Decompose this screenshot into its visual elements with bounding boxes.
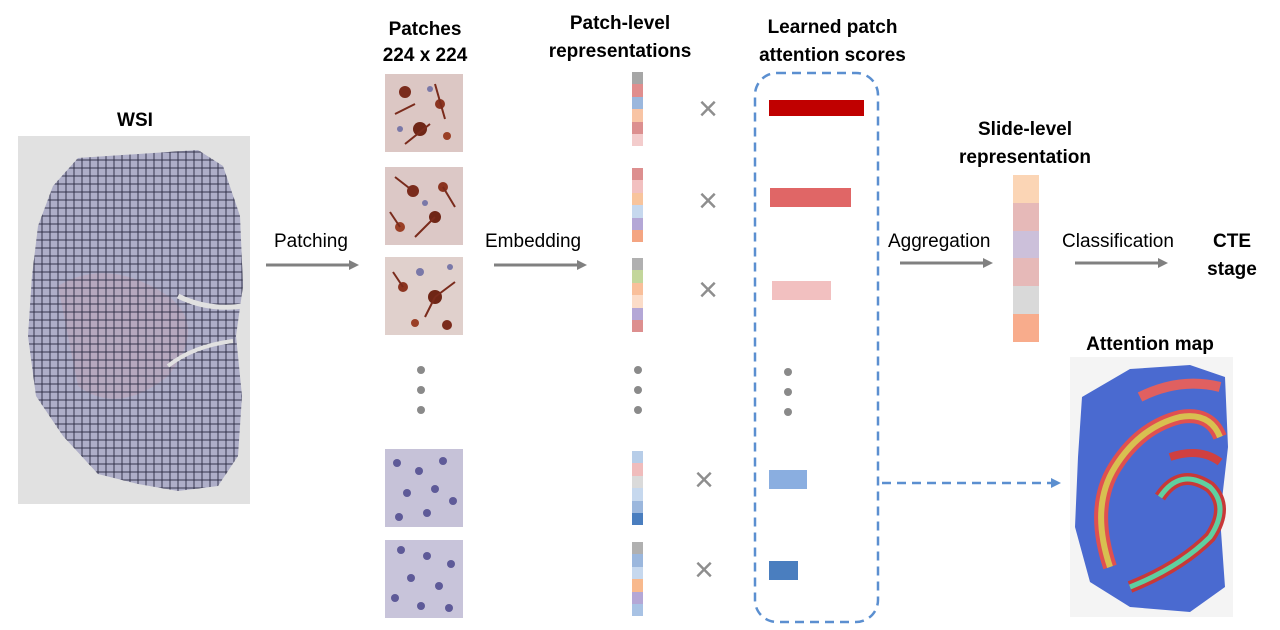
vector-segment [632,579,643,592]
vector-segment [632,488,643,501]
attention-map-image [1070,357,1233,617]
vector-segment [632,319,643,333]
attention-bar-1 [769,100,864,116]
attention-dashed-box [753,71,880,624]
multiply-icon: × [698,271,718,309]
slide-repr-title-line2: representation [959,147,1091,168]
wsi-image [18,136,250,504]
slide-vector-segment [1013,258,1039,287]
vector-segment [632,192,643,206]
attention-bar-4 [769,470,807,489]
multiply-icon: × [698,182,718,220]
slide-repr-title-line1: Slide-level [978,119,1072,140]
vector-segment [632,84,643,97]
patch-vector-1 [632,72,643,147]
vector-segment [632,270,643,283]
attention-ellipsis-dot [784,408,792,416]
vectors-ellipsis-dot [634,386,642,394]
aggregation-label: Aggregation [888,231,991,252]
vector-segment [632,180,643,193]
attention-title-line1: Learned patch [767,17,898,38]
attention-ellipsis-dot [784,368,792,376]
attention-map-title: Attention map [1086,334,1214,355]
wsi-title: WSI [117,110,153,131]
vector-segment [632,133,643,147]
classification-label: Classification [1062,231,1174,252]
vector-segment [632,217,643,230]
vector-segment [632,463,643,476]
vector-segment [632,121,643,134]
attention-bar-2 [770,188,851,207]
vector-segment [632,109,643,122]
vector-segment [632,295,643,308]
slide-vector-segment [1013,313,1039,342]
vector-segment [632,475,643,489]
vector-segment [632,307,643,320]
multiply-icon: × [698,90,718,128]
attention-bar-3 [772,281,831,300]
vector-segment [632,229,643,243]
vector-segment [632,258,643,271]
patching-label: Patching [274,231,348,252]
patch-2 [385,167,463,245]
cte-label-line1: CTE [1213,231,1251,252]
vector-segment [632,603,643,617]
patch-vector-3 [632,258,643,333]
attention-ellipsis-dot [784,388,792,396]
patches-ellipsis-dot [417,406,425,414]
patch-repr-title-line1: Patch-level [569,13,671,34]
vector-segment [632,96,643,110]
patch-repr-title-line2: representations [548,41,692,62]
patches-ellipsis-dot [417,386,425,394]
multiply-icon: × [694,551,714,589]
vector-segment [632,282,643,296]
patch-vector-5 [632,542,643,617]
vector-segment [632,591,643,604]
vector-segment [632,566,643,580]
patches-title-line1: Patches [388,19,462,40]
patch-vector-2 [632,168,643,243]
patches-title-line2: 224 x 224 [382,45,468,66]
patch-3 [385,257,463,335]
patch-5 [385,540,463,618]
patch-4 [385,449,463,527]
slide-vector [1013,175,1039,342]
slide-vector-segment [1013,286,1039,314]
cte-label-line2: stage [1207,259,1257,280]
vectors-ellipsis-dot [634,406,642,414]
slide-vector-segment [1013,175,1039,203]
slide-vector-segment [1013,202,1039,231]
patch-1 [385,74,463,152]
vector-segment [632,554,643,567]
vectors-ellipsis-dot [634,366,642,374]
patch-vector-4 [632,451,643,526]
vector-segment [632,72,643,85]
vector-segment [632,205,643,218]
vector-segment [632,500,643,513]
vector-segment [632,168,643,181]
attention-title-line2: attention scores [759,45,906,66]
multiply-icon: × [694,461,714,499]
vector-segment [632,512,643,526]
vector-segment [632,451,643,464]
vector-segment [632,542,643,555]
slide-vector-segment [1013,230,1039,259]
attention-bar-5 [769,561,798,580]
embedding-label: Embedding [485,231,582,252]
patches-ellipsis-dot [417,366,425,374]
